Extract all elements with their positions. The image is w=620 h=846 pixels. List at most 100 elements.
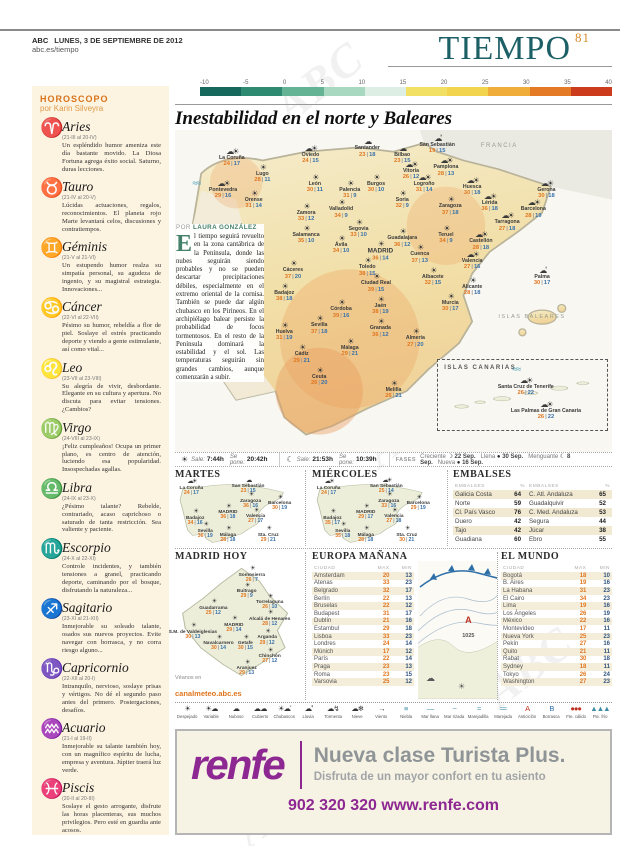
- table-row: Quito 21 11: [501, 647, 612, 656]
- legend-item: ☀☁ʼ Chubascos: [272, 705, 296, 720]
- min-cell: 17: [391, 587, 414, 595]
- sign-dates: (23-VII al 23-VIII): [62, 375, 102, 382]
- city-max: 27: [386, 518, 393, 525]
- ad-title: Nueva clase Turista Plus.: [313, 744, 566, 767]
- madrid-province-shape: [182, 567, 289, 677]
- chubascos-icon: ☀☁ʼ: [277, 704, 292, 713]
- city-max: 23: [359, 151, 366, 158]
- sign-name: Cáncer: [62, 299, 102, 315]
- separator: [305, 470, 306, 546]
- map-city: ☀ MADRID 36|14: [368, 240, 394, 262]
- legend-label: Nuboso: [228, 714, 244, 719]
- fases-label: FASES: [395, 456, 417, 463]
- nieve-icon: ☁❄: [351, 704, 364, 713]
- sun-icon: ☀: [244, 658, 251, 666]
- city-cell: Atenas: [314, 580, 333, 587]
- city-min: 18: [482, 245, 490, 252]
- city-temps: 39|16: [330, 313, 351, 319]
- tuesday-panel: MARTES ☁☀ La Coruña 24|17 ☁ San Sebastián 23|…: [175, 469, 301, 548]
- sign-dates: (24-IX al 23-X): [62, 495, 96, 502]
- city-max: 31: [415, 187, 423, 194]
- city-min: 21: [269, 536, 276, 543]
- max-cell: 22: [562, 617, 589, 626]
- sign-body: Aries (21-III al 20-IV) Un espléndido humo…: [62, 119, 161, 174]
- horoscope-sign: ♒ Acuario (21-I al 19-II) Inmejorable su ta…: [40, 720, 161, 775]
- max-cell: 18: [562, 663, 589, 671]
- city-min: 9: [449, 238, 453, 245]
- legend-item: A Anticiclón: [515, 705, 539, 720]
- scale-tick: 20: [440, 80, 448, 86]
- city-max: 26: [402, 174, 410, 181]
- canalmeteo-link[interactable]: canalmeteo.abc.es: [175, 688, 242, 698]
- sun-icon: ☀: [249, 565, 256, 573]
- city-name: Lugo: [256, 171, 269, 178]
- temps-separator: |: [204, 532, 206, 539]
- scale-tick: 0: [282, 80, 287, 86]
- city-temps: 37|13: [410, 258, 429, 264]
- temps-separator: |: [305, 216, 307, 223]
- city-min: 18: [473, 190, 481, 197]
- map-city: ☀ Granada 36|12: [370, 318, 391, 339]
- sign-text: Intranquilo, nervioso, soslaye prisas y …: [62, 683, 161, 714]
- city-min: 13: [194, 633, 201, 640]
- ad-contact[interactable]: 902 320 320 www.renfe.com: [287, 797, 500, 814]
- city-max: 30: [211, 645, 217, 652]
- city-temps: 23|15: [232, 489, 265, 495]
- city-name: Málaga: [341, 344, 359, 351]
- byline-prefix: POR: [176, 224, 191, 231]
- sun-icon: ☀: [338, 233, 345, 243]
- renfe-ad[interactable]: renfe Nueva clase Turista Plus. Disfruta…: [175, 729, 612, 835]
- city-max: 36: [372, 255, 379, 262]
- city-name: La Coruña: [179, 485, 204, 491]
- legend-item: ≈≈ Marejada: [491, 705, 515, 720]
- map-city: ☀ Ciudad Real 39|15: [361, 273, 391, 294]
- temps-separator: |: [350, 193, 353, 200]
- map-city: ☁☀ Pamplona 28|13: [434, 157, 459, 178]
- column-header: EMBALSES: [529, 484, 559, 489]
- table-row: Los Ángeles 26 19: [501, 610, 612, 618]
- table-row: El Cairo 34 23: [501, 595, 612, 603]
- canarias-label: ISLAS CANARIAS: [444, 364, 517, 371]
- city-min: 12: [271, 658, 278, 665]
- sign-dates: (23-XI al 21-XII): [62, 616, 99, 622]
- map-city: ☀ Barcelona 30|19: [268, 494, 291, 512]
- max-cell: 26: [579, 671, 587, 678]
- francia-label: FRANCIA: [480, 142, 518, 149]
- table-row: Tokyo 26 24: [501, 671, 612, 679]
- legend-item: ~ Mar rizada: [442, 705, 466, 720]
- temps-separator: |: [252, 203, 255, 210]
- city-min: 19: [535, 212, 542, 219]
- sun-icon: ☀: [390, 378, 398, 388]
- wednesday-panel: MIÉRCOLES ☁☀ La Coruña 24|17 ☁☀ San Sebastiá…: [312, 469, 440, 548]
- city-min: 10: [342, 248, 350, 255]
- basin-cell: Guadalquivir: [529, 500, 564, 507]
- sign-dates: (21-I al 19-II): [62, 736, 92, 743]
- sun-icon: ☀: [347, 336, 354, 346]
- map-city: ☁☀ Lérida 36|18: [481, 193, 498, 213]
- min-cell: 13: [405, 595, 412, 602]
- horoscope-sign: ♊ Géminis (21-V al 21-VI) Un estupendo humo…: [40, 239, 161, 294]
- map-city: ☁☀ Oviedo 24|15: [302, 144, 320, 165]
- lluvia-icon: ☁ʼʼ: [304, 704, 314, 713]
- city-temps: 31|14: [245, 203, 263, 209]
- temps-separator: |: [230, 161, 233, 168]
- horoscope-sign: ♓ Piscis (20-II al 20-III) Soslaye el gesto…: [40, 780, 161, 835]
- site-url[interactable]: abc.es/tiempo: [32, 45, 79, 54]
- map-city: ☀ Zaragoza 36|16: [240, 492, 261, 509]
- city-name: Torrelaguna: [256, 600, 284, 606]
- sign-body: Capricornio (22-XII al 20-I) Intranquilo, …: [62, 660, 161, 715]
- sun-icon: ☀: [267, 647, 274, 655]
- legend-label: Lluvia: [302, 714, 315, 719]
- city-name: Badajoz: [274, 290, 295, 297]
- percent-cell: 44: [599, 518, 606, 525]
- city-temps: 29|21: [293, 358, 310, 364]
- sign-dates: (24-VIII al 23-IX): [62, 435, 101, 442]
- table-row: París 22 14: [312, 656, 414, 664]
- max-cell: 23: [382, 671, 390, 678]
- city-min: 12: [412, 174, 420, 181]
- scale-segment: [282, 87, 324, 96]
- city-name: Alcalá de Henares: [249, 616, 291, 622]
- temps-separator: |: [545, 193, 548, 200]
- city-temps: 36|16: [240, 503, 261, 509]
